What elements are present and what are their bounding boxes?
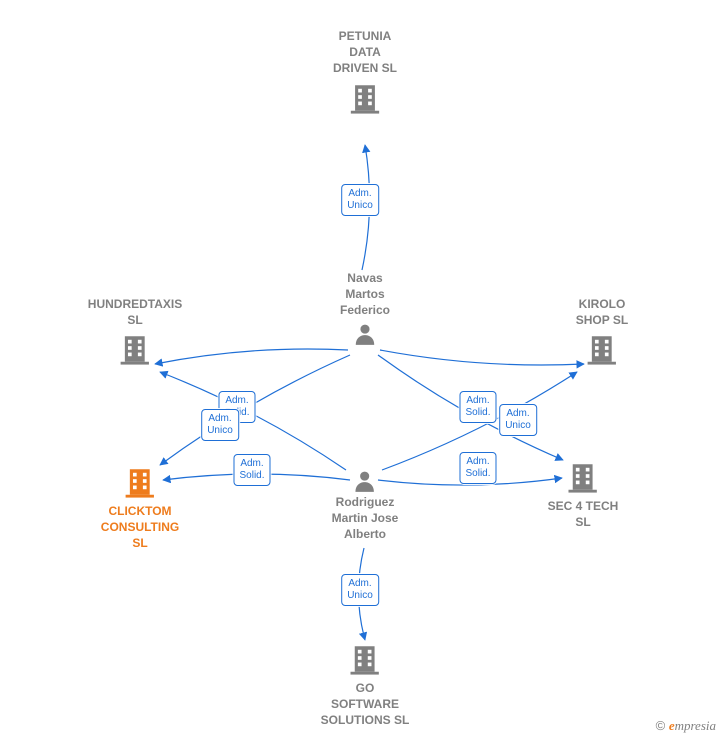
node-label: Rodriguez Martin Jose Alberto [332,494,399,543]
edge-line [380,350,584,365]
edge-label: Adm. Solid. [459,452,496,484]
person-node-navas[interactable]: Navas Martos Federico [340,270,390,347]
building-icon [548,460,619,494]
company-node-hundredtaxis[interactable]: HUNDREDTAXIS SL [88,296,182,366]
footer-attribution: © empresia [656,718,716,734]
building-icon [333,81,397,115]
building-icon [101,465,179,499]
company-node-sec4tech[interactable]: SEC 4 TECH SL [548,460,619,530]
node-label: Navas Martos Federico [340,270,390,319]
edge-label: Adm. Solid. [233,454,270,486]
edge-label: Adm. Unico [499,404,537,436]
node-label: CLICKTOM CONSULTING SL [101,503,179,552]
edge-label: Adm. Unico [341,574,379,606]
node-label: KIROLO SHOP SL [576,296,628,328]
copyright-symbol: © [656,718,666,733]
person-icon [340,321,390,347]
building-icon [88,332,182,366]
company-node-petunia[interactable]: PETUNIA DATA DRIVEN SL [333,28,397,115]
company-node-clicktom[interactable]: CLICKTOM CONSULTING SL [101,465,179,552]
building-icon [576,332,628,366]
edge-label: Adm. Solid. [459,391,496,423]
node-label: HUNDREDTAXIS SL [88,296,182,328]
node-label: SEC 4 TECH SL [548,498,619,530]
node-label: PETUNIA DATA DRIVEN SL [333,28,397,77]
node-label: GO SOFTWARE SOLUTIONS SL [321,680,410,729]
diagram-canvas: PETUNIA DATA DRIVEN SL HUNDREDTAXIS SL K… [0,0,728,740]
edge-label: Adm. Unico [341,184,379,216]
company-node-go-software[interactable]: GO SOFTWARE SOLUTIONS SL [321,642,410,729]
company-node-kirolo[interactable]: KIROLO SHOP SL [576,296,628,366]
person-node-rodriguez[interactable]: Rodriguez Martin Jose Alberto [332,468,399,545]
brand-name: empresia [669,718,716,733]
person-icon [332,468,399,494]
edge-label: Adm. Unico [201,409,239,441]
edge-line [155,349,348,364]
building-icon [321,642,410,676]
